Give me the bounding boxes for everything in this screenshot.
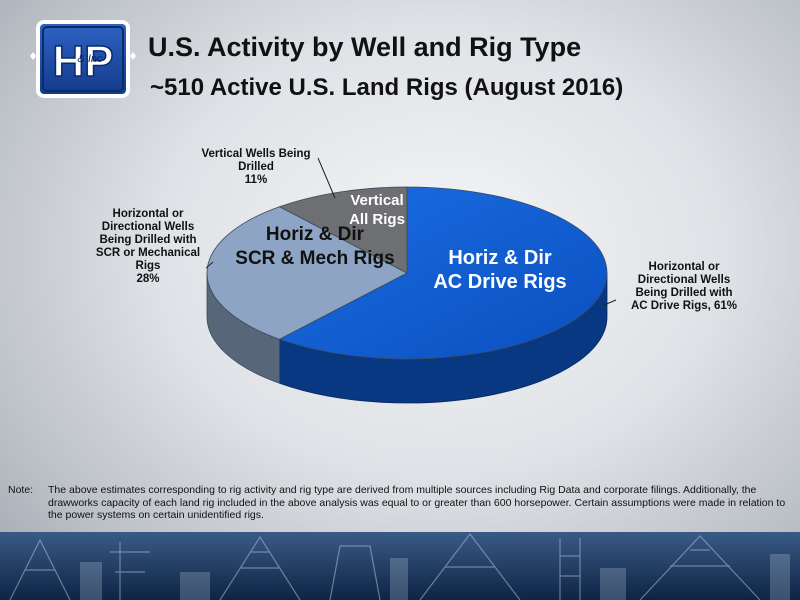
note-text: The above estimates corresponding to rig… [48,484,786,521]
callout-line: SCR or Mechanical [95,247,201,259]
leader-line [317,157,336,199]
callout-scr-mech: Horizontal or Directional Wells Being Dril… [84,208,212,286]
callout-line: Directional Wells [101,221,195,233]
callout-line: Being Drilled with [99,234,197,246]
pie-slice [278,186,408,274]
callout-line: 11% [244,174,268,186]
callout-line: 28% [136,273,160,285]
pie-slice-label: All Rigs [349,211,405,228]
pie-slice-label: SCR & Mech Rigs [235,248,394,269]
logo-letters: HP [52,37,113,86]
callout-line: Horizontal or [648,261,720,273]
page-subtitle: ~510 Active U.S. Land Rigs (August 2016) [150,74,624,101]
company-logo: HP & Inc [30,20,136,98]
pie-slice [278,186,608,360]
decorative-photo-strip [0,532,800,600]
note-label: Note: [8,484,34,496]
leader-line [205,261,214,269]
callout-line: Being Drilled with [635,287,733,299]
logo-script: & Inc [77,53,103,65]
leader-line [603,299,617,306]
footnote: Note: The above estimates corresponding … [0,484,800,530]
pie-slice-label: Horiz & Dir [448,247,552,269]
pie-slice-label: Vertical [350,192,403,209]
pie-slice-label: Horiz & Dir [266,224,365,245]
page-title: U.S. Activity by Well and Rig Type [148,32,582,62]
pie-slice-label: AC Drive Rigs [433,271,566,293]
callout-vertical: Vertical Wells Being Drilled 11% [186,148,326,187]
callout-ac-drive: Horizontal or Directional Wells Being Dril… [620,261,748,313]
callout-line: Vertical Wells Being [201,148,311,160]
callout-line: Horizontal or [112,208,184,220]
callout-line: Directional Wells [637,274,731,286]
callout-line: AC Drive Rigs, 61% [630,300,738,312]
pie-slice [206,206,408,340]
callout-line: Rigs [135,260,161,272]
callout-line: Drilled [238,161,274,173]
